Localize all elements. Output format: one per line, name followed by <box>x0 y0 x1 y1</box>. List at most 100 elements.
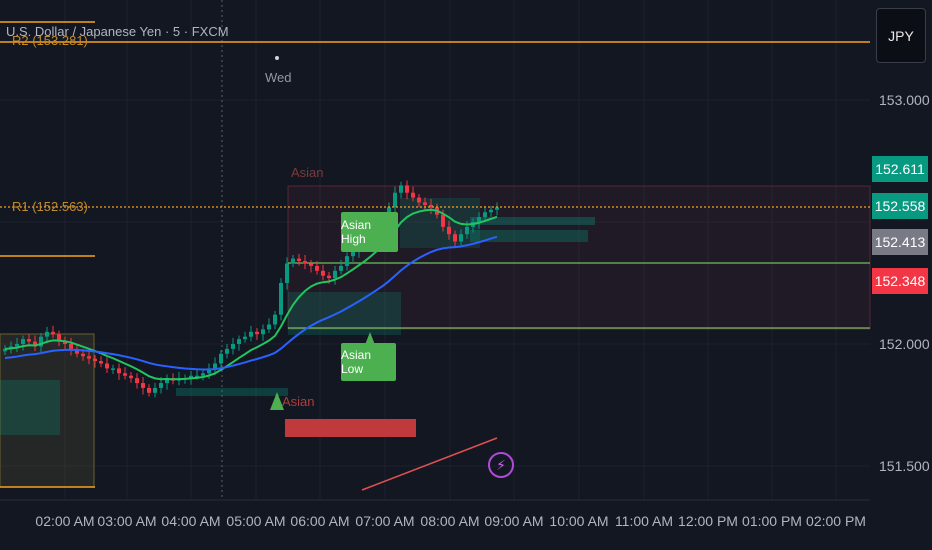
candle-body <box>39 336 43 347</box>
moving-averages <box>4 208 498 381</box>
candle-body <box>339 265 343 271</box>
candle-body <box>117 368 121 374</box>
candle-body <box>99 361 103 364</box>
candle-body <box>51 331 55 335</box>
fvg-box <box>470 230 588 242</box>
candle-body <box>81 353 85 357</box>
trend-line <box>361 437 498 491</box>
time-tick: 07:00 AM <box>355 513 415 529</box>
candle-body <box>15 344 19 347</box>
candle-body <box>189 375 193 379</box>
candle-body <box>261 329 265 335</box>
asian-range-box <box>287 185 871 330</box>
currency-button[interactable]: JPY <box>876 8 926 63</box>
r2-label: R2 (153.281) <box>12 33 88 48</box>
candle-body <box>75 348 79 354</box>
fvg-box <box>400 198 480 248</box>
candle-body <box>21 339 25 344</box>
candle-body <box>237 339 241 344</box>
time-tick: 05:00 AM <box>226 513 286 529</box>
lightning-icon[interactable]: ⚡ <box>488 452 514 478</box>
asian-bottom-label: Asian <box>282 394 315 409</box>
asian-top-label: Asian <box>291 165 324 180</box>
candle-body <box>153 387 157 393</box>
pivot-levels <box>0 21 870 488</box>
time-tick: 06:00 AM <box>290 513 350 529</box>
candle-body <box>207 368 211 374</box>
candle-body <box>159 383 163 388</box>
time-tick: 02:00 AM <box>35 513 95 529</box>
candle-body <box>321 270 325 276</box>
candle-body <box>201 373 205 376</box>
candle-body <box>483 212 487 218</box>
asian-low-triangle <box>270 392 284 410</box>
candle-body <box>327 275 331 279</box>
price-tick: 153.000 <box>879 92 930 108</box>
candle-body <box>243 336 247 340</box>
price-tag-ema-slow: 152.348 <box>872 268 928 294</box>
price-tick: 151.500 <box>879 458 930 474</box>
time-tick: 04:00 AM <box>161 513 221 529</box>
candle-body <box>129 375 133 379</box>
candle-body <box>57 334 61 342</box>
candle-body <box>213 363 217 369</box>
dot-icon <box>275 56 279 60</box>
candle-body <box>345 256 349 266</box>
candle-body <box>285 263 289 283</box>
price-tag-last: 152.611 <box>872 156 928 182</box>
candle-body <box>147 387 151 393</box>
candle-body <box>93 358 97 362</box>
candle-body <box>459 234 463 242</box>
candle-body <box>333 270 337 279</box>
chart-grid <box>0 0 870 501</box>
candle-body <box>297 258 301 262</box>
candle-body <box>489 209 493 213</box>
candle-body <box>111 368 115 370</box>
time-tick: 12:00 PM <box>678 513 738 529</box>
candle-body <box>423 202 427 205</box>
candle-body <box>315 265 319 271</box>
candle-body <box>165 378 169 384</box>
session-zones <box>0 185 871 491</box>
supply-box <box>285 419 416 437</box>
time-tick: 09:00 AM <box>484 513 544 529</box>
fvg-box <box>176 388 288 396</box>
candle-body <box>3 348 7 352</box>
candle-body <box>87 356 91 359</box>
price-tick: 152.000 <box>879 336 930 352</box>
candle-body <box>267 324 271 330</box>
candle-body <box>69 344 73 349</box>
prev-fvg-box <box>0 380 60 435</box>
candle-body <box>393 192 397 208</box>
candle-body <box>63 341 67 344</box>
candle-body <box>303 261 307 264</box>
day-text: Wed <box>265 70 292 85</box>
time-tick: 08:00 AM <box>420 513 480 529</box>
price-tag-r1: 152.558 <box>872 193 928 219</box>
candle-body <box>141 383 145 388</box>
session-day-label: Wed <box>265 56 292 85</box>
candle-body <box>465 226 469 235</box>
candle-body <box>309 263 313 266</box>
price-tag-ema: 152.413 <box>872 229 928 255</box>
candle-body <box>45 331 49 337</box>
time-tick: 03:00 AM <box>97 513 157 529</box>
time-tick: 11:00 AM <box>614 513 674 529</box>
candle-body <box>495 207 499 210</box>
r1-label: R1 (152.563) <box>12 199 88 214</box>
candle-body <box>219 353 223 364</box>
time-tick: 10:00 AM <box>549 513 609 529</box>
candle-body <box>255 331 259 335</box>
candle-body <box>405 185 409 193</box>
candle-body <box>123 373 127 376</box>
candle-body <box>441 214 445 227</box>
candle-body <box>105 363 109 369</box>
prev-session-box <box>0 333 95 488</box>
candle-body <box>477 217 481 222</box>
candle-body <box>453 234 457 242</box>
candle-body <box>411 192 415 198</box>
time-tick: 02:00 PM <box>806 513 866 529</box>
candle-body <box>429 204 433 208</box>
symbol-title[interactable]: U.S. Dollar / Japanese Yen · 5 · FXCM <box>6 24 229 39</box>
